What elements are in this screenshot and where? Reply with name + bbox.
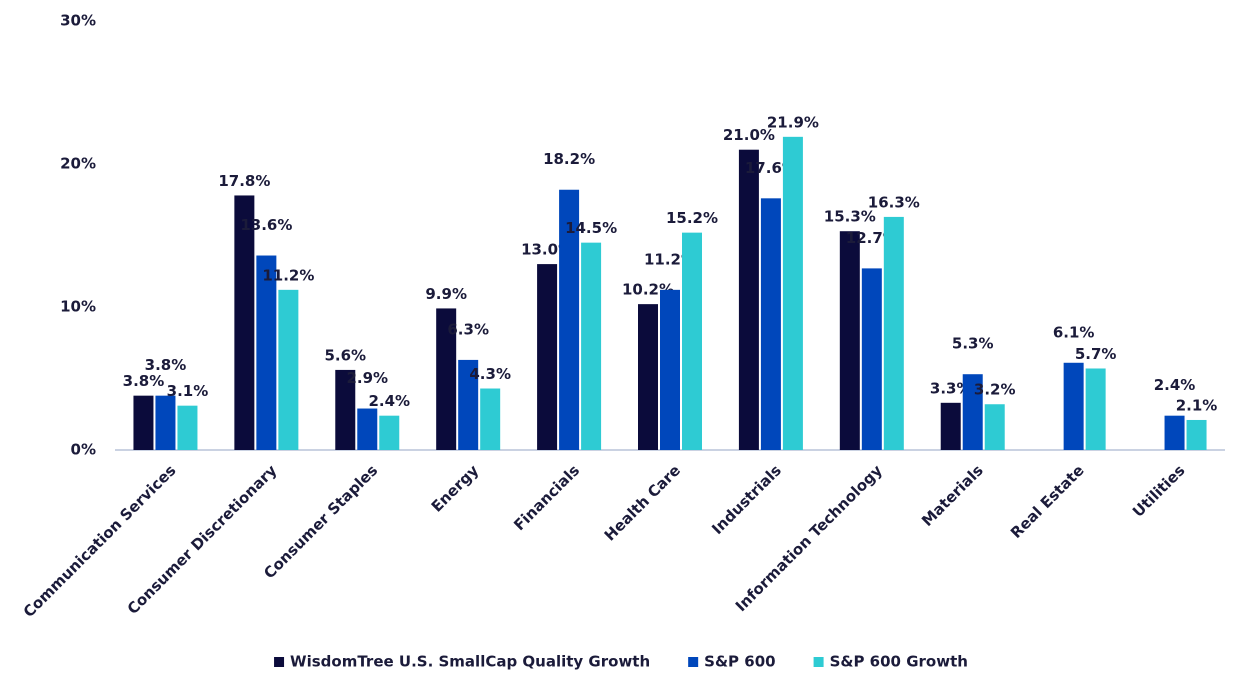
bar (1063, 362, 1084, 450)
x-tick-label: Consumer Staples (260, 461, 381, 582)
y-tick-label: 30% (60, 12, 96, 30)
bar (760, 198, 781, 450)
x-tick-label: Energy (428, 461, 483, 516)
data-label: 21.0% (723, 126, 775, 144)
legend-label: S&P 600 (704, 653, 775, 671)
bar (1186, 419, 1207, 450)
data-label: 17.8% (218, 172, 270, 190)
bar (581, 242, 602, 450)
bar (1164, 415, 1185, 450)
x-tick-label: Real Estate (1007, 461, 1088, 542)
bar (357, 408, 378, 450)
data-label: 2.9% (346, 369, 388, 387)
bar (638, 304, 658, 450)
data-label: 3.8% (123, 372, 165, 390)
data-label: 13.6% (240, 216, 292, 234)
data-label: 3.2% (974, 381, 1016, 399)
legend-swatch (274, 657, 285, 667)
data-label: 15.3% (824, 208, 876, 226)
bar (738, 149, 759, 450)
x-tick-label: Financials (510, 461, 583, 534)
data-label: 5.6% (324, 346, 366, 364)
bar (278, 289, 299, 450)
data-label: 2.1% (1176, 396, 1218, 414)
data-label: 21.9% (767, 113, 819, 131)
data-label: 4.3% (469, 365, 511, 383)
bar (682, 232, 702, 450)
bar (1085, 368, 1106, 450)
bar (133, 395, 154, 450)
data-label: 15.2% (666, 209, 718, 227)
data-label: 6.3% (447, 320, 489, 338)
bar (234, 195, 255, 450)
bar (436, 308, 457, 450)
data-label: 16.3% (868, 193, 920, 211)
data-label: 3.3% (930, 379, 972, 397)
bar (940, 402, 961, 450)
bar (256, 255, 277, 450)
bar (962, 374, 983, 450)
bar (480, 388, 501, 450)
data-label: 18.2% (543, 150, 595, 168)
x-tick-label: Industrials (708, 461, 785, 538)
data-label: 5.3% (952, 335, 994, 353)
data-label: 3.1% (167, 382, 209, 400)
data-label: 14.5% (565, 219, 617, 237)
legend-swatch (688, 657, 699, 667)
legend-label: S&P 600 Growth (830, 653, 968, 671)
bar (177, 405, 198, 450)
data-label: 2.4% (1154, 376, 1196, 394)
bar (883, 216, 904, 450)
bar (984, 404, 1005, 450)
y-tick-label: 0% (71, 441, 96, 459)
bar (379, 415, 400, 450)
data-label: 11.2% (262, 266, 314, 284)
data-label: 2.4% (368, 392, 410, 410)
bar (155, 395, 176, 450)
bar (861, 268, 882, 450)
bar (537, 264, 558, 450)
bar (559, 189, 580, 451)
bar (335, 369, 356, 450)
legend-swatch (813, 657, 824, 667)
bar (782, 136, 803, 450)
data-label: 9.9% (425, 285, 467, 303)
data-label: 6.1% (1053, 323, 1095, 341)
legend-label: WisdomTree U.S. SmallCap Quality Growth (290, 653, 650, 671)
bar (660, 289, 680, 450)
x-tick-label: Health Care (601, 461, 684, 544)
legend: WisdomTree U.S. SmallCap Quality Growth S… (274, 653, 968, 671)
x-tick-label: Utilities (1129, 461, 1189, 521)
y-tick-label: 10% (60, 298, 96, 316)
x-tick-label: Materials (918, 461, 987, 530)
bar (458, 359, 479, 450)
bar (839, 231, 860, 450)
y-tick-label: 20% (60, 155, 96, 173)
data-label: 5.7% (1075, 345, 1117, 363)
data-label: 3.8% (145, 356, 187, 374)
